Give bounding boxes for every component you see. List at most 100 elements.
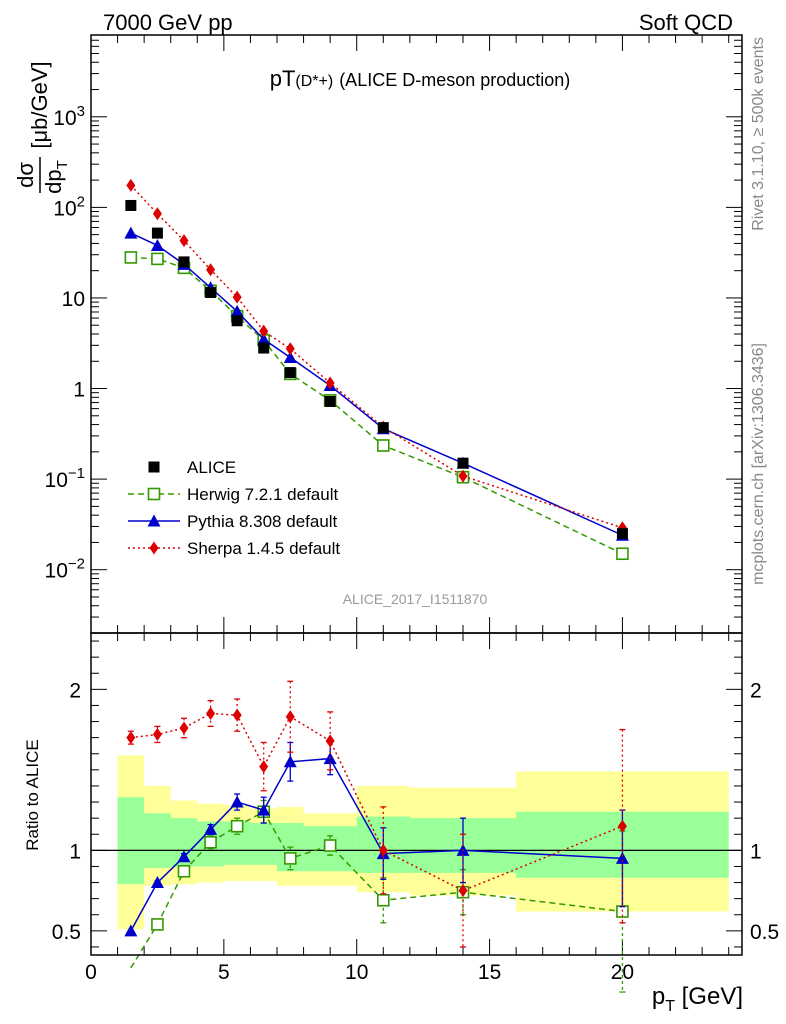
ratio-series-2	[126, 680, 627, 948]
x-tick-label: 10	[345, 961, 368, 984]
main-point	[325, 376, 335, 390]
main-panel-series	[124, 178, 629, 561]
ratio-series-1	[124, 741, 629, 937]
main-point	[458, 469, 468, 483]
main-y-tick-label: 10−2	[45, 556, 85, 583]
ratio-point	[151, 918, 164, 931]
legend-item-3: Sherpa 1.4.5 default	[128, 539, 340, 558]
legend-label: ALICE	[187, 458, 236, 477]
legend-item-2: Pythia 8.308 default	[128, 512, 338, 531]
legend-item-0: ALICE	[148, 458, 236, 477]
main-point	[230, 304, 244, 317]
ratio-y-tick-label: 0.5	[52, 921, 81, 944]
main-point	[126, 178, 136, 192]
ratio-point	[283, 852, 297, 865]
ratio-y-tick-label: 1	[69, 840, 81, 863]
ratio-y-tick-label-right: 0.5	[750, 921, 779, 944]
main-point	[150, 238, 164, 251]
legend: ALICE Herwig 7.2.1 default Pythia 8.308 de…	[128, 458, 340, 558]
ratio-point	[378, 843, 388, 857]
band-green-1	[144, 813, 171, 869]
main-point	[179, 234, 189, 248]
main-point	[283, 351, 297, 364]
ratio-y-tick-label: 2	[69, 679, 81, 702]
ylabel-denominator: dpT	[41, 160, 71, 194]
ratio-y-tick-label-right: 2	[750, 679, 762, 702]
main-point	[206, 263, 216, 277]
ratio-point	[617, 819, 627, 833]
legend-label: Pythia 8.308 default	[187, 512, 338, 531]
main-y-tick-label: 103	[53, 103, 85, 130]
main-point	[284, 367, 296, 379]
mcplots-reference-text: mcplots.cern.ch [arXiv:1306.3436]	[750, 343, 767, 585]
ratio-point	[615, 851, 629, 864]
ratio-point	[126, 731, 136, 745]
plot-title-sub: (D*+)	[295, 73, 333, 90]
panel-frames	[90, 34, 743, 956]
ratio-point	[323, 839, 337, 852]
legend-label: Sherpa 1.4.5 default	[187, 539, 340, 558]
main-series-0	[125, 199, 628, 540]
main-point	[376, 439, 390, 452]
band-green-0	[117, 797, 145, 885]
main-point	[258, 342, 270, 354]
plot-title: pT(D*+) (ALICE D-meson production)	[270, 66, 571, 91]
main-series-3	[126, 178, 627, 535]
plot-title-main: pT	[270, 66, 296, 91]
main-y-tick-label: 1	[73, 379, 85, 402]
main-y-tick-label: 10−1	[45, 465, 85, 492]
x-tick-label: 0	[85, 961, 97, 984]
main-point	[178, 256, 190, 268]
main-point	[616, 528, 628, 540]
rivet-version-text: Rivet 3.1.10, ≥ 500k events	[750, 37, 767, 231]
ylabel-numerator: dσ	[13, 162, 38, 188]
main-point	[257, 332, 271, 345]
main-point	[125, 199, 137, 211]
legend-marker	[148, 461, 160, 473]
ratio-point	[257, 803, 271, 816]
main-point	[151, 252, 164, 266]
ratio-point	[376, 893, 390, 907]
legend-label: Herwig 7.2.1 default	[187, 485, 338, 504]
main-point	[616, 547, 629, 561]
ratio-point	[259, 760, 269, 774]
ratio-point	[285, 710, 295, 724]
main-point	[205, 286, 217, 298]
ratio-point	[177, 850, 191, 863]
ratio-point	[124, 924, 138, 937]
x-axis-label: pT [GeV]	[652, 983, 743, 1015]
legend-item-1: Herwig 7.2.1 default	[128, 485, 338, 504]
main-y-axis-label: dσ dpT [μb/GeV]	[13, 61, 71, 193]
ratio-point	[230, 819, 244, 833]
x-tick-label: 5	[218, 961, 230, 984]
ratio-point	[325, 734, 335, 748]
ratio-point	[179, 721, 189, 735]
ratio-point	[232, 708, 242, 722]
ratio-panel-frame	[90, 632, 743, 956]
ratio-point	[206, 707, 216, 720]
main-point	[232, 290, 242, 304]
ratio-panel-series	[124, 680, 629, 993]
plot-title-rest: (ALICE D-meson production)	[339, 70, 570, 90]
ratio-point	[152, 727, 162, 741]
x-tick-label: 15	[478, 961, 501, 984]
main-point	[324, 395, 336, 407]
main-point	[259, 324, 269, 338]
ratio-point	[150, 876, 164, 889]
legend-marker	[147, 514, 161, 527]
legend-marker	[149, 541, 159, 555]
main-point	[285, 342, 295, 356]
ratio-point	[283, 755, 297, 768]
main-series-line	[130, 256, 623, 555]
main-point	[151, 227, 163, 239]
ylabel-unit: [μb/GeV]	[27, 61, 52, 148]
ratio-y-tick-label-right: 1	[750, 840, 762, 863]
legend-marker	[147, 487, 161, 501]
x-tick-label: 20	[611, 961, 634, 984]
main-point	[152, 207, 162, 221]
ratio-point	[204, 835, 217, 849]
main-panel-axes: 10−2 10−1 1 10 102 103	[45, 34, 742, 634]
main-y-tick-label: 10	[62, 288, 85, 311]
main-point	[124, 226, 138, 239]
